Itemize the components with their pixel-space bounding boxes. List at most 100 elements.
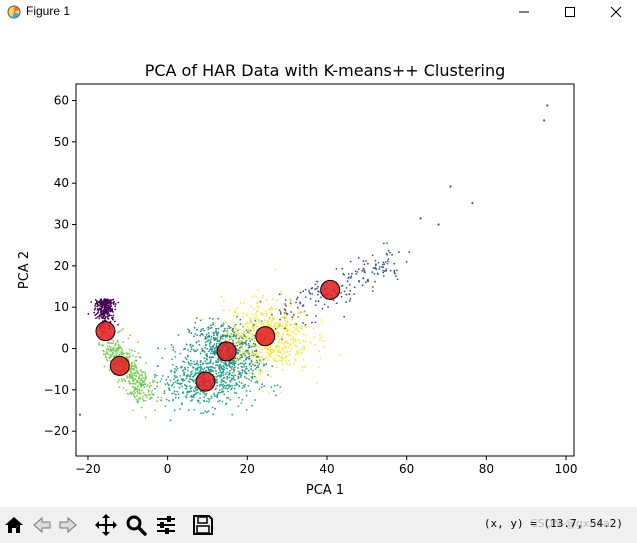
scatter-point bbox=[119, 346, 122, 349]
forward-button[interactable] bbox=[55, 512, 81, 538]
scatter-point bbox=[105, 348, 108, 351]
scatter-point bbox=[241, 379, 244, 381]
scatter-point bbox=[236, 344, 239, 347]
scatter-point bbox=[280, 316, 283, 319]
scatter-point bbox=[115, 349, 118, 352]
scatter-point bbox=[232, 342, 235, 345]
scatter-point bbox=[187, 349, 190, 351]
scatter-point bbox=[203, 396, 206, 398]
scatter-point bbox=[106, 312, 109, 315]
scatter-point bbox=[201, 350, 204, 352]
save-button[interactable] bbox=[190, 512, 216, 538]
scatter-point bbox=[285, 340, 288, 343]
scatter-point bbox=[169, 379, 172, 382]
scatter-point bbox=[270, 375, 272, 378]
scatter-point bbox=[104, 316, 107, 318]
back-button[interactable] bbox=[29, 512, 55, 538]
scatter-point bbox=[101, 344, 103, 347]
scatter-point bbox=[298, 338, 301, 341]
scatter-point bbox=[365, 260, 367, 262]
scatter-point bbox=[144, 383, 147, 385]
scatter-point bbox=[166, 382, 169, 384]
scatter-point bbox=[136, 388, 139, 391]
scatter-point bbox=[117, 344, 120, 347]
scatter-point bbox=[222, 370, 224, 373]
scatter-point bbox=[142, 391, 145, 394]
scatter-point bbox=[232, 339, 234, 342]
scatter-point bbox=[101, 304, 104, 307]
scatter-point bbox=[351, 272, 353, 275]
scatter-point bbox=[311, 287, 314, 289]
scatter-point bbox=[183, 379, 186, 381]
figure-canvas[interactable]: PCA of HAR Data with K-means++ Clusterin… bbox=[0, 24, 637, 507]
x-tick-label: 80 bbox=[479, 462, 494, 476]
scatter-point bbox=[185, 375, 188, 377]
scatter-point bbox=[128, 382, 131, 385]
home-button[interactable] bbox=[1, 512, 27, 538]
scatter-point bbox=[304, 340, 307, 343]
scatter-point bbox=[290, 347, 292, 350]
scatter-point bbox=[173, 409, 176, 412]
scatter-point bbox=[362, 277, 365, 280]
scatter-point bbox=[148, 382, 151, 384]
scatter-point bbox=[265, 314, 268, 317]
scatter-point bbox=[219, 369, 222, 372]
close-button[interactable] bbox=[593, 0, 637, 24]
scatter-point bbox=[253, 329, 255, 331]
scatter-point bbox=[229, 366, 232, 368]
scatter-point bbox=[236, 315, 238, 318]
scatter-point bbox=[127, 337, 130, 340]
scatter-point bbox=[173, 390, 176, 393]
scatter-point bbox=[408, 251, 411, 254]
scatter-point bbox=[210, 324, 212, 327]
scatter-point bbox=[198, 366, 201, 369]
scatter-point bbox=[233, 326, 236, 329]
scatter-point bbox=[247, 346, 250, 349]
scatter-point bbox=[289, 300, 292, 303]
scatter-point bbox=[253, 308, 256, 310]
scatter-point bbox=[186, 393, 188, 396]
pan-button[interactable] bbox=[93, 512, 119, 538]
scatter-point bbox=[208, 343, 211, 345]
scatter-point bbox=[216, 364, 219, 367]
scatter-point bbox=[271, 319, 274, 322]
scatter-point bbox=[213, 347, 216, 350]
scatter-points bbox=[78, 104, 549, 422]
scatter-point bbox=[109, 320, 112, 323]
scatter-point bbox=[100, 312, 103, 315]
scatter-point bbox=[214, 407, 217, 410]
scatter-point bbox=[248, 344, 251, 347]
scatter-point bbox=[176, 390, 179, 393]
scatter-point bbox=[207, 401, 210, 403]
scatter-point bbox=[314, 304, 317, 306]
scatter-point bbox=[289, 323, 292, 326]
scatter-point bbox=[304, 288, 307, 291]
scatter-point bbox=[220, 365, 223, 368]
scatter-point bbox=[205, 333, 208, 336]
scatter-point bbox=[181, 392, 184, 395]
scatter-point bbox=[312, 327, 315, 330]
configure-subplots-button[interactable] bbox=[153, 512, 179, 538]
scatter-point bbox=[116, 339, 119, 342]
scatter-point bbox=[382, 269, 384, 272]
scatter-point bbox=[244, 371, 247, 374]
scatter-point bbox=[239, 323, 242, 325]
centroid-marker bbox=[255, 326, 276, 347]
scatter-point bbox=[256, 305, 259, 307]
scatter-point bbox=[111, 348, 114, 351]
scatter-point bbox=[278, 323, 280, 326]
scatter-point bbox=[180, 382, 183, 385]
scatter-point bbox=[272, 349, 275, 351]
minimize-button[interactable] bbox=[501, 0, 547, 24]
y-tick-label: −20 bbox=[44, 424, 69, 438]
scatter-point bbox=[282, 315, 284, 318]
zoom-button[interactable] bbox=[123, 512, 149, 538]
scatter-point bbox=[235, 392, 238, 395]
scatter-point bbox=[128, 381, 131, 384]
scatter-point bbox=[128, 393, 131, 395]
scatter-point bbox=[204, 360, 207, 362]
scatter-point bbox=[284, 327, 286, 330]
maximize-button[interactable] bbox=[547, 0, 593, 24]
scatter-point bbox=[130, 363, 133, 365]
scatter-point bbox=[234, 311, 237, 314]
